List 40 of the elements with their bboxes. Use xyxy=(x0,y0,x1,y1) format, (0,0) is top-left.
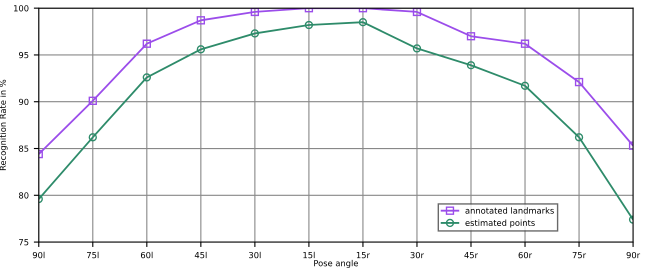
x-tick-label: 45l xyxy=(194,252,207,258)
point xyxy=(358,18,368,26)
point xyxy=(196,16,206,24)
point xyxy=(196,45,206,54)
point xyxy=(250,8,260,16)
x-tick-label: 45r xyxy=(464,252,478,258)
x-tick-label: 75l xyxy=(87,252,98,258)
point xyxy=(466,61,476,70)
x-tick-label: 60r xyxy=(518,252,532,258)
point xyxy=(466,32,476,40)
point xyxy=(574,133,584,142)
point xyxy=(412,44,422,53)
x-tick-label: 75r xyxy=(572,252,586,258)
x-tick-label: 60l xyxy=(140,252,152,258)
y-axis-title: Recognition Rate in % xyxy=(0,80,8,170)
point xyxy=(142,40,151,48)
point xyxy=(304,20,314,30)
y-tick-label: 75 xyxy=(19,239,28,246)
x-axis-title: Pose angle xyxy=(314,260,358,268)
x-tick-label: 15r xyxy=(356,252,370,258)
x-tick-label: 30r xyxy=(410,252,424,258)
point xyxy=(574,78,584,86)
x-tick-label: 90l xyxy=(32,252,44,258)
x-tick-label: 15l xyxy=(303,252,315,258)
x-tick-label: 30l xyxy=(249,252,261,258)
point xyxy=(88,96,97,105)
point xyxy=(520,40,530,48)
point xyxy=(88,133,97,142)
legend-label: annotated landmarks xyxy=(465,207,554,214)
y-tick-label: 80 xyxy=(19,192,28,199)
y-tick-label: 85 xyxy=(19,145,28,152)
point xyxy=(520,82,530,90)
legend-label: estimated points xyxy=(465,219,535,228)
point xyxy=(250,29,260,38)
point xyxy=(412,8,422,16)
point xyxy=(142,73,151,82)
y-tick-label: 100 xyxy=(14,5,28,12)
y-tick-label: 95 xyxy=(18,52,28,58)
y-tick-label: 90 xyxy=(18,98,28,106)
x-tick-label: 90r xyxy=(626,252,640,258)
